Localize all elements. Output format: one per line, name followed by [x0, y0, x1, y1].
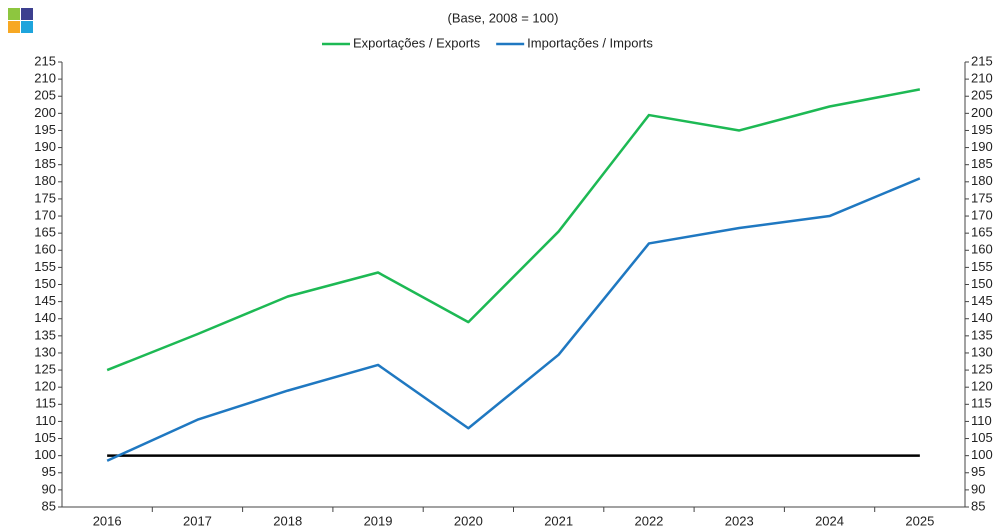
legend-label: Importações / Imports [527, 35, 653, 50]
y-tick-label: 215 [34, 53, 56, 68]
y2-tick-label: 160 [971, 242, 993, 257]
y2-tick-label: 165 [971, 225, 993, 240]
y2-tick-label: 155 [971, 259, 993, 274]
y-tick-label: 170 [34, 207, 56, 222]
x-tick-label: 2017 [183, 513, 212, 528]
y-tick-label: 190 [34, 139, 56, 154]
y2-tick-label: 150 [971, 276, 993, 291]
x-tick-label: 2024 [815, 513, 844, 528]
x-tick-label: 2016 [93, 513, 122, 528]
y-tick-label: 195 [34, 122, 56, 137]
legend-label: Exportações / Exports [353, 35, 481, 50]
y2-tick-label: 215 [971, 53, 993, 68]
y2-tick-label: 130 [971, 344, 993, 359]
logo-square [21, 21, 33, 33]
y2-tick-label: 195 [971, 122, 993, 137]
y-tick-label: 205 [34, 88, 56, 103]
y-tick-label: 140 [34, 310, 56, 325]
y-tick-label: 135 [34, 327, 56, 342]
y2-tick-label: 200 [971, 105, 993, 120]
y-tick-label: 90 [42, 481, 56, 496]
series-line [106, 177, 921, 462]
y2-tick-label: 125 [971, 362, 993, 377]
y2-tick-label: 100 [971, 447, 993, 462]
logo-square [8, 8, 20, 20]
y-tick-label: 105 [34, 430, 56, 445]
y-tick-label: 145 [34, 293, 56, 308]
x-tick-label: 2023 [725, 513, 754, 528]
y-tick-label: 115 [35, 396, 56, 411]
y-tick-label: 175 [34, 190, 56, 205]
x-tick-label: 2021 [544, 513, 573, 528]
logo-square [21, 8, 33, 20]
y-tick-label: 210 [34, 71, 56, 86]
y-tick-label: 150 [34, 276, 56, 291]
y2-tick-label: 140 [971, 310, 993, 325]
y-tick-label: 125 [34, 362, 56, 377]
y-tick-label: 165 [34, 225, 56, 240]
x-tick-label: 2025 [905, 513, 934, 528]
y-tick-label: 200 [34, 105, 56, 120]
subtitle: (Base, 2008 = 100) [448, 10, 559, 25]
y-tick-label: 160 [34, 242, 56, 257]
series-line [106, 88, 921, 372]
y2-tick-label: 95 [971, 464, 985, 479]
x-tick-label: 2022 [634, 513, 663, 528]
y2-tick-label: 135 [971, 327, 993, 342]
y2-tick-label: 190 [971, 139, 993, 154]
logo-square [8, 21, 20, 33]
y-tick-label: 130 [34, 344, 56, 359]
x-tick-label: 2020 [454, 513, 483, 528]
y2-tick-label: 115 [971, 396, 992, 411]
y2-tick-label: 205 [971, 88, 993, 103]
y-tick-label: 155 [34, 259, 56, 274]
y2-tick-label: 90 [971, 481, 985, 496]
y2-tick-label: 185 [971, 156, 993, 171]
y2-tick-label: 170 [971, 207, 993, 222]
logo [8, 8, 33, 33]
y-tick-label: 100 [34, 447, 56, 462]
y2-tick-label: 180 [971, 173, 993, 188]
y2-tick-label: 105 [971, 430, 993, 445]
y-tick-label: 185 [34, 156, 56, 171]
y-tick-label: 180 [34, 173, 56, 188]
y2-tick-label: 110 [971, 413, 992, 428]
y2-tick-label: 85 [971, 498, 985, 513]
y-tick-label: 120 [34, 379, 56, 394]
y-tick-label: 110 [35, 413, 56, 428]
y-tick-label: 85 [42, 498, 56, 513]
y-tick-label: 95 [42, 464, 56, 479]
y2-tick-label: 120 [971, 379, 993, 394]
x-tick-label: 2018 [273, 513, 302, 528]
y2-tick-label: 210 [971, 71, 993, 86]
y2-tick-label: 175 [971, 190, 993, 205]
x-tick-label: 2019 [364, 513, 393, 528]
y2-tick-label: 145 [971, 293, 993, 308]
